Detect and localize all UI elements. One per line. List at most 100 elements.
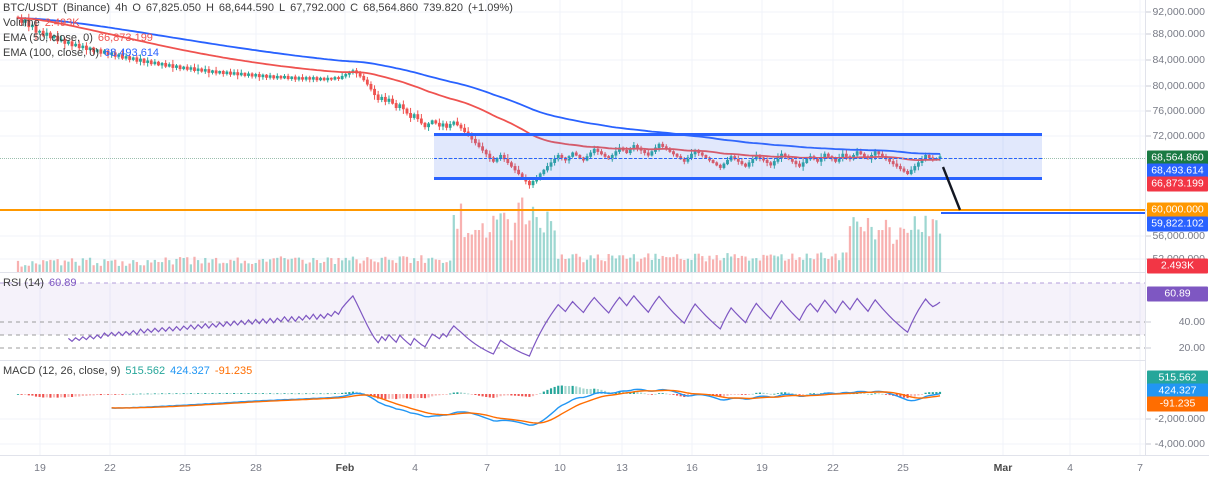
macd-legend-row: MACD (12, 26, close, 9) 515.562 424.327 … [3, 365, 252, 378]
macd-histogram-bar [571, 385, 574, 394]
rsi-chart-canvas [0, 272, 1145, 360]
macd-histogram-bar [539, 393, 542, 395]
volume-bar [254, 263, 257, 272]
resistance-zone-rectangle[interactable] [434, 133, 1042, 180]
macd-histogram-bar [874, 393, 877, 395]
macd-histogram-bar [175, 393, 178, 395]
volume-bar [650, 259, 653, 272]
volume-bar [348, 260, 351, 272]
volume-bar [621, 255, 625, 272]
close-value: 68,564.860 [363, 2, 419, 14]
symbol-label[interactable]: BTC/USDT [3, 2, 58, 14]
macd-histogram-bar [762, 392, 765, 394]
macd-histogram-bar [38, 394, 41, 397]
blue-level-line[interactable] [941, 212, 1145, 214]
macd-histogram-bar [279, 393, 282, 395]
macd-histogram-bar [351, 391, 355, 394]
macd-histogram-bar [92, 394, 95, 396]
macd-histogram-bar [463, 392, 466, 394]
macd-histogram-bar [578, 387, 581, 394]
macd-histogram-bar [492, 394, 495, 398]
interval-label[interactable]: 4h [115, 2, 128, 14]
axis-tick-label: 40.00 [1178, 316, 1205, 328]
time-axis-tick: 22 [827, 462, 839, 474]
macd-histogram-bar [258, 393, 261, 395]
volume-bar [830, 256, 834, 272]
macd-histogram-bar [243, 393, 246, 395]
volume-bar [657, 258, 661, 272]
rsi-pane[interactable] [0, 272, 1145, 360]
volume-bar [42, 260, 45, 272]
macd-histogram-bar [16, 394, 20, 395]
volume-bar [395, 262, 398, 272]
orange-level-badge[interactable]: 60,000.000 [1147, 202, 1208, 218]
macd-histogram-bar [787, 392, 790, 394]
last-price-badge[interactable]: 68,564.860 [1147, 150, 1208, 166]
volume-bar [870, 226, 873, 272]
macd-histogram-bar [308, 393, 311, 395]
volume-bar [827, 258, 830, 272]
price-axis[interactable]: 92,000.000 88,000.000 84,000.000 80,000.000… [1145, 0, 1209, 455]
volume-bar [182, 257, 185, 272]
volume-bar [128, 263, 131, 272]
volume-bar [240, 263, 243, 272]
volume-bar [225, 263, 229, 272]
volume-bar [809, 258, 812, 272]
macd-pane[interactable] [0, 360, 1145, 455]
macd-histogram-bar [784, 392, 787, 394]
axis-tick-label: 72,000.000 [1152, 130, 1205, 142]
macd-line-badge[interactable]: 424.327 [1147, 383, 1208, 399]
macd-histogram-bar [261, 393, 264, 394]
macd-histogram-bar [67, 394, 70, 397]
volume-bar [20, 266, 23, 272]
volume-bar [117, 265, 120, 272]
volume-bar [290, 258, 293, 272]
volume-bar [142, 265, 146, 272]
volume-bar [733, 254, 736, 272]
macd-histogram-bar [431, 394, 434, 397]
volume-bar [315, 260, 319, 272]
macd-histogram-bar [748, 394, 751, 395]
macd-histogram-bar [902, 394, 906, 398]
macd-histogram-bar [276, 393, 279, 395]
volume-badge[interactable]: 2.493K [1147, 258, 1208, 274]
macd-line-value: 424.327 [170, 365, 210, 377]
volume-bar [189, 264, 192, 272]
volume-bar [607, 254, 610, 272]
axis-tick-label: 76,000.000 [1152, 105, 1205, 117]
time-axis[interactable]: 19 22 25 28 Feb 4 7 10 13 16 19 22 25 Mar 4 7 [0, 455, 1209, 479]
macd-histogram-bar [477, 394, 481, 396]
volume-bar [773, 255, 776, 272]
macd-histogram-bar [420, 394, 423, 399]
macd-histogram-bar [373, 394, 376, 398]
rsi-badge[interactable]: 60.89 [1147, 286, 1208, 302]
volume-bar [600, 260, 603, 272]
volume-bar [503, 212, 506, 272]
macd-histogram-bar [449, 393, 452, 395]
volume-bar [78, 265, 81, 272]
volume-bar [326, 257, 329, 272]
macd-histogram-bar [780, 392, 783, 394]
macd-histogram-bar [283, 393, 286, 395]
macd-histogram-bar [150, 393, 153, 395]
macd-signal-badge[interactable]: -91.235 [1147, 396, 1208, 412]
macd-histogram-bar [215, 393, 218, 395]
axis-tick-mark [1146, 11, 1151, 13]
orange-level-line[interactable] [0, 209, 1145, 211]
macd-histogram-bar [204, 393, 207, 394]
blue-level-badge[interactable]: 59,822.102 [1147, 216, 1208, 232]
macd-histogram-bar [755, 392, 758, 394]
ema100-badge[interactable]: 68,493.614 [1147, 163, 1208, 179]
volume-label: Volume [3, 17, 40, 29]
ema50-badge[interactable]: 66,873.199 [1147, 176, 1208, 192]
macd-hist-badge[interactable]: 515.562 [1147, 370, 1208, 386]
macd-histogram-bar [596, 389, 599, 394]
volume-bar [297, 257, 301, 272]
macd-histogram-bar [557, 385, 560, 394]
macd-hist-value: 515.562 [125, 365, 166, 377]
macd-histogram-bar [344, 392, 347, 394]
macd-histogram-bar [434, 394, 437, 396]
macd-histogram-bar [236, 393, 239, 395]
macd-histogram-bar [297, 393, 301, 395]
macd-histogram-bar [636, 391, 639, 394]
